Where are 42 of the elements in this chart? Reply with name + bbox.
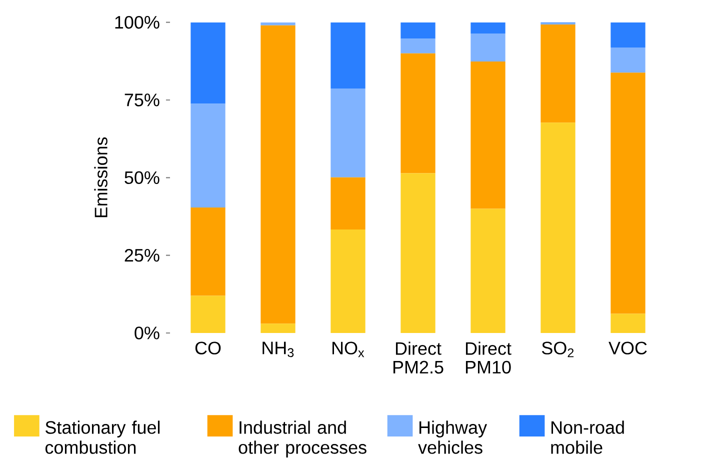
legend-label: Industrial and other processes (238, 420, 366, 458)
x-tick-label: VOC (608, 342, 647, 354)
y-tick-label: 100% (115, 16, 160, 29)
bar (260, 22, 296, 26)
bar (330, 22, 366, 88)
bar (400, 53, 436, 174)
bar (540, 24, 576, 123)
x-tick-label: NH$_{3}$ (262, 342, 294, 358)
bar (610, 314, 646, 333)
bar (400, 22, 436, 39)
bar (400, 38, 436, 54)
y-tick-label: 0% (134, 326, 160, 340)
x-tick-label: SO$_{2}$ (542, 342, 574, 358)
bar (330, 88, 366, 178)
bar (190, 22, 226, 104)
bar (190, 207, 226, 296)
x-tick-label: NO$_{x}$ (332, 342, 364, 358)
bar (190, 296, 226, 333)
bar (330, 230, 366, 333)
bar (470, 61, 506, 209)
bar (610, 47, 646, 73)
bar (260, 324, 296, 333)
x-tick-label: Direct PM10 (466, 342, 512, 374)
bar (400, 173, 436, 333)
bar (540, 122, 576, 333)
bar (610, 22, 646, 48)
legend-label: Stationary fuel combustion (45, 420, 160, 454)
legend-label: Non-road mobile (551, 420, 624, 454)
y-tick-label: 75% (124, 94, 160, 106)
bar (470, 22, 506, 34)
x-tick-label: CO (195, 342, 221, 354)
bar (610, 72, 646, 314)
y-tick-label: 50% (124, 171, 160, 184)
bar (330, 177, 366, 230)
bar (190, 104, 226, 208)
bar (470, 34, 506, 62)
x-tick-label: Direct PM2.5 (393, 342, 444, 374)
legend-label: Highway vehicles (418, 420, 488, 454)
y-axis-title: Emissions (94, 137, 108, 218)
bar (470, 208, 506, 333)
bar (260, 25, 296, 324)
y-tick-label: 25% (124, 248, 160, 262)
